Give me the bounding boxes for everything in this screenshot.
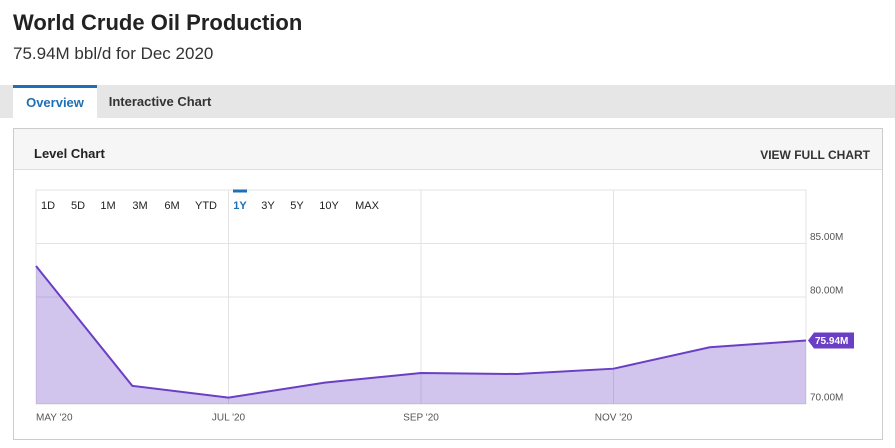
- range-button[interactable]: YTD: [195, 200, 217, 212]
- range-button[interactable]: 3M: [132, 200, 147, 212]
- value-label: 75.94M: [815, 336, 848, 347]
- full-chart-link[interactable]: VIEW FULL CHART: [760, 148, 870, 162]
- y-tick-label: 80.00M: [810, 286, 843, 297]
- page-title: World Crude Oil Production: [13, 10, 303, 35]
- range-button[interactable]: 5D: [71, 200, 85, 212]
- x-tick-label: SEP '20: [403, 413, 439, 424]
- chart-panel: Level Chart VIEW FULL CHART: [13, 128, 883, 440]
- range-button[interactable]: MAX: [355, 200, 380, 212]
- range-button[interactable]: 10Y: [319, 200, 339, 212]
- tab[interactable]: Overview: [13, 85, 97, 118]
- x-tick-label: MAY '20: [36, 413, 73, 424]
- range-button[interactable]: 3Y: [261, 200, 275, 212]
- value-label-box: [808, 332, 854, 349]
- range-button[interactable]: 5Y: [290, 200, 304, 212]
- panel-header: Level Chart VIEW FULL CHART: [14, 129, 882, 170]
- line: [35, 265, 807, 399]
- tab-bar: Overview Interactive Chart: [0, 85, 895, 118]
- panel-title: Level Chart: [34, 146, 105, 161]
- range-button[interactable]: 1D: [41, 200, 55, 212]
- tab[interactable]: Interactive Chart: [108, 94, 212, 109]
- range-button[interactable]: 6M: [164, 200, 179, 212]
- range-button[interactable]: 1M: [100, 200, 115, 212]
- x-tick-label: JUL '20: [212, 413, 246, 424]
- x-tick-label: NOV '20: [595, 413, 633, 424]
- y-tick-label: 70.00M: [810, 393, 843, 404]
- page-subtitle: 75.94M bbl/d for Dec 2020: [13, 44, 214, 63]
- range-button[interactable]: 1Y: [233, 200, 247, 212]
- y-tick-label: 85.00M: [810, 232, 843, 243]
